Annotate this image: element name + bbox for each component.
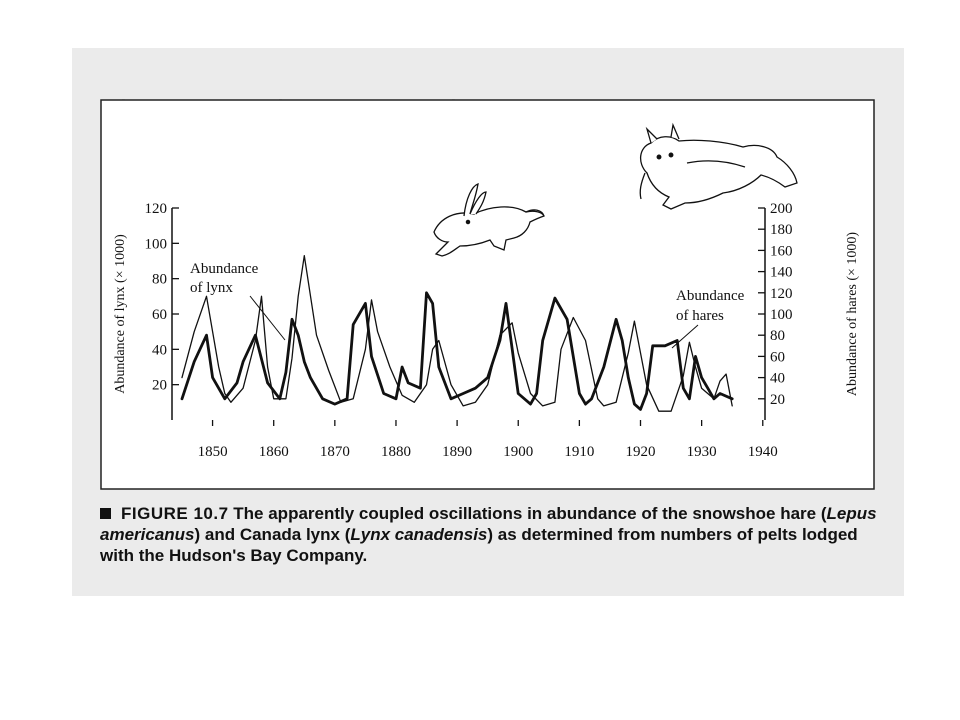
lynx-illustration [639, 122, 798, 210]
left-tick-label: 80 [152, 272, 167, 288]
hares-annotation-pointer [671, 324, 699, 349]
lynx-hare-chart: Abundance of lynx (× 1000) Abundance of … [100, 99, 875, 490]
x-axis-ticks: 1850 1860 1870 1880 1890 1900 1910 1920 1930 1940 [198, 420, 778, 460]
x-tick-label: 1850 [198, 444, 228, 460]
lynx-annotation-pointer [249, 295, 286, 341]
right-tick-label: 140 [770, 265, 793, 281]
left-tick-label: 20 [152, 378, 167, 394]
x-tick-label: 1860 [259, 444, 289, 460]
hare-series-line [180, 291, 734, 411]
caption-text-3: ) as determined from numbers of pelts lo… [100, 525, 858, 565]
hares-annotation-line1: Abundance [676, 288, 745, 304]
lynx-annotation-line2: of lynx [190, 280, 233, 296]
caption-italic-1: Lepus americanus [100, 504, 877, 544]
left-tick-label: 60 [152, 307, 167, 323]
caption-text-2: ) and Canada lynx ( [194, 525, 351, 544]
right-axis-title: Abundance of hares (× 1000) [845, 232, 860, 397]
x-tick-label: 1920 [626, 444, 656, 460]
caption-text-1: The apparently coupled oscillations in a… [233, 504, 827, 523]
right-tick-label: 80 [770, 328, 785, 344]
lynx-annotation-line1: Abundance [190, 261, 259, 277]
caption-bullet-icon [100, 508, 111, 519]
lynx-series-line [181, 255, 733, 412]
right-tick-label: 20 [770, 392, 785, 408]
x-tick-label: 1880 [381, 444, 411, 460]
left-axis-title: Abundance of lynx (× 1000) [113, 234, 128, 394]
right-tick-label: 40 [770, 371, 785, 387]
x-tick-label: 1900 [503, 444, 533, 460]
right-tick-label: 60 [770, 349, 785, 365]
right-axis-ticks: 20 40 60 80 100 120 140 160 180 200 [758, 201, 793, 408]
right-tick-label: 180 [770, 222, 793, 238]
right-tick-label: 120 [770, 286, 793, 302]
right-tick-label: 200 [770, 201, 793, 217]
x-tick-label: 1930 [687, 444, 717, 460]
left-tick-label: 120 [145, 201, 168, 217]
right-tick-label: 100 [770, 307, 793, 323]
left-axis-ticks: 20 40 60 80 100 120 [145, 201, 179, 394]
x-tick-label: 1940 [748, 444, 778, 460]
hares-annotation-line2: of hares [676, 308, 724, 324]
x-tick-label: 1890 [442, 444, 472, 460]
series-layer [180, 255, 734, 412]
figure-caption: FIGURE 10.7 The apparently coupled oscil… [100, 503, 880, 566]
x-tick-label: 1910 [564, 444, 594, 460]
left-tick-label: 40 [152, 342, 167, 358]
left-tick-label: 100 [145, 236, 168, 252]
scanned-page: and sunspots in Finnish data, strengthen… [72, 48, 904, 596]
figure-label: FIGURE 10.7 [121, 504, 229, 523]
x-tick-label: 1870 [320, 444, 350, 460]
caption-italic-2: Lynx canadensis [350, 525, 488, 544]
hare-illustration [433, 183, 545, 257]
right-tick-label: 160 [770, 243, 793, 259]
